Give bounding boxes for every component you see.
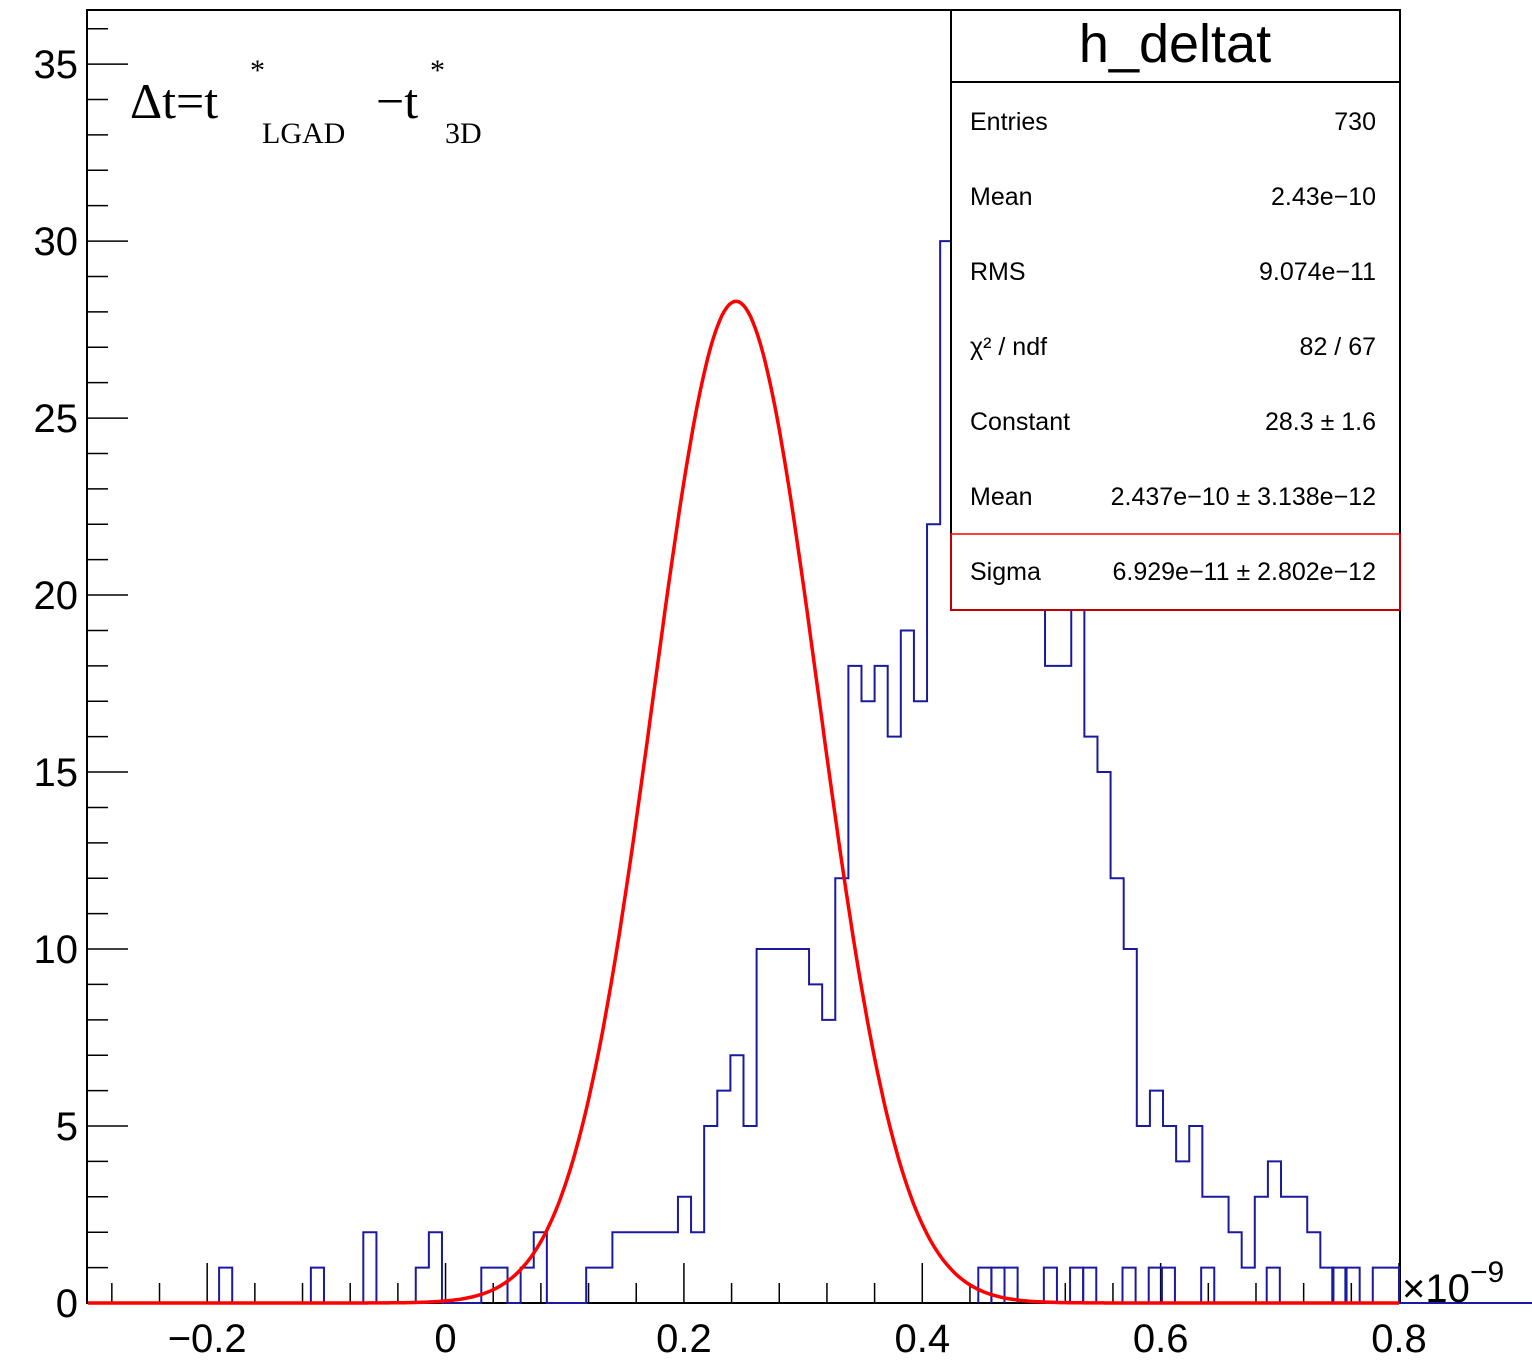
y-tick-label: 35	[34, 43, 79, 87]
x-tick-label: 0.6	[1133, 1317, 1189, 1361]
stats-row-label: χ² / ndf	[970, 333, 1047, 361]
gaussian-fit-series	[88, 299, 1399, 1305]
gaussian-fit-curve	[88, 299, 1399, 1305]
histogram-bin	[1082, 1266, 1098, 1303]
annotation-sub-3d: 3D	[445, 117, 482, 150]
stats-row-label: Mean	[970, 483, 1033, 511]
stats-row-value: 28.3 ± 1.6	[1265, 408, 1376, 436]
histogram-bin	[1200, 1266, 1216, 1303]
stats-box-frame	[950, 9, 1401, 611]
stats-title: h_deltat	[1079, 14, 1271, 74]
y-tick-label: 10	[34, 928, 79, 972]
annotation-prefix: Δt=t	[130, 73, 218, 129]
y-tick-labels: 0 5 10 15 20 25 30 35	[34, 43, 79, 1326]
x-tick-label: 0.8	[1371, 1317, 1427, 1361]
x-tick-label: 0	[434, 1317, 456, 1361]
histogram-bin	[1265, 1266, 1281, 1303]
x-tick-label: 0.4	[894, 1317, 950, 1361]
stats-row-value: 730	[1334, 108, 1376, 136]
x-scale-exponent: −9	[1470, 1256, 1504, 1289]
x-tick-label: −0.2	[168, 1317, 247, 1361]
delta-t-annotation: Δt=t * LGAD −t * 3D	[130, 54, 482, 150]
stats-sigma-highlight	[950, 533, 1401, 611]
histogram-bin	[1042, 1266, 1058, 1303]
stats-row-label: RMS	[970, 258, 1026, 286]
y-tick-label: 15	[34, 751, 79, 795]
stats-row-value: 2.437e−10 ± 3.138e−12	[1111, 483, 1376, 511]
stats-row-label: Mean	[970, 183, 1033, 211]
histogram-bin	[1121, 1266, 1137, 1303]
stats-row-value: 9.074e−11	[1259, 258, 1376, 286]
stats-row-value: 2.43e−10	[1271, 183, 1376, 211]
annotation-sub-lgad: LGAD	[262, 117, 345, 150]
histogram-outline	[88, 63, 1532, 1304]
stats-box: h_deltat Entries 730 Mean 2.43e−10 RMS 9.074e…	[950, 9, 1401, 611]
y-tick-label: 5	[56, 1105, 78, 1149]
stats-row-label: Entries	[970, 108, 1048, 136]
stats-row-label: Constant	[970, 408, 1070, 436]
y-tick-label: 0	[56, 1282, 78, 1326]
x-tick-label: 0.2	[656, 1317, 712, 1361]
stats-row-value: 6.929e−11 ± 2.802e−12	[1112, 558, 1376, 586]
y-tick-label: 20	[34, 574, 79, 618]
y-tick-label: 25	[34, 397, 79, 441]
annotation-star-1: *	[250, 54, 265, 87]
stats-row-label: Sigma	[970, 558, 1041, 586]
annotation-star-2: *	[430, 54, 445, 87]
stats-row-value: 82 / 67	[1300, 333, 1376, 361]
histogram-bin	[1003, 1266, 1019, 1303]
x-tick-labels: −0.2 0 0.2 0.4 0.6 0.8	[168, 1317, 1427, 1361]
y-tick-label: 30	[34, 220, 79, 264]
histogram-series	[88, 63, 1532, 1304]
histogram-bin	[1160, 1266, 1176, 1303]
annotation-minus: −t	[376, 73, 418, 129]
histogram-bin	[1331, 1266, 1347, 1303]
x-scale-label: ×10	[1402, 1267, 1470, 1311]
